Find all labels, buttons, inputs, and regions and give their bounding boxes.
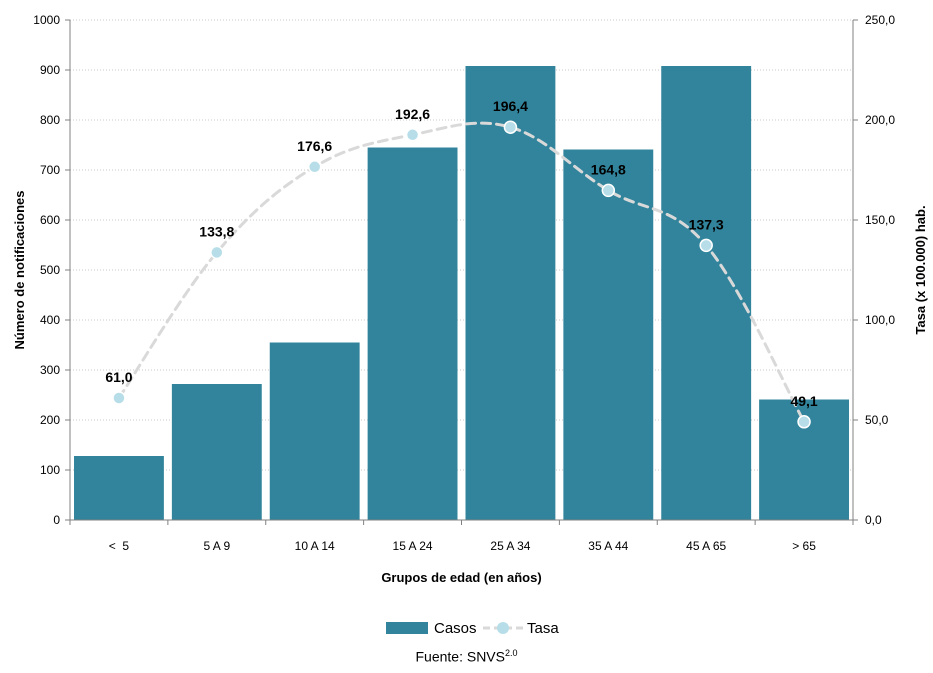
bar-casos <box>171 384 262 520</box>
right-tick-label: 0,0 <box>865 513 882 527</box>
tasa-data-label: 176,6 <box>297 138 332 154</box>
bar-casos <box>74 456 164 520</box>
bar-casos <box>269 342 360 520</box>
left-tick-label: 600 <box>40 213 60 227</box>
right-tick-label: 100,0 <box>865 313 895 327</box>
right-tick-label: 50,0 <box>865 413 889 427</box>
tasa-marker <box>601 183 616 198</box>
legend-tasa-marker <box>497 622 509 634</box>
x-tick-label: 5 A 9 <box>203 539 230 553</box>
x-tick-label: 45 A 65 <box>686 539 726 553</box>
tasa-data-label: 49,1 <box>790 393 817 409</box>
chart-svg: 0 100 200 300 400 500 600 700 800 900 1000 0,0 50,0 1… <box>12 13 928 637</box>
source-version: 2.0 <box>504 648 518 658</box>
tasa-data-label: 192,6 <box>395 106 430 122</box>
legend-casos-label: Casos <box>434 620 477 637</box>
tasa-marker <box>307 160 322 174</box>
left-tick-label: 700 <box>40 163 60 177</box>
tasa-marker <box>797 415 811 429</box>
left-axis-title: Número de notificaciones <box>12 191 27 350</box>
left-tick-label: 200 <box>40 413 60 427</box>
x-tick-label: 15 A 24 <box>393 539 433 553</box>
left-tick-label: 400 <box>40 313 60 327</box>
bar-casos <box>661 66 752 520</box>
x-axis-title: Grupos de edad (en años) <box>381 570 541 585</box>
right-axis-title: Tasa (x 100.000) hab. <box>913 205 928 334</box>
tasa-marker <box>699 238 713 253</box>
left-tick-label: 100 <box>40 463 60 477</box>
x-tick-label: 35 A 44 <box>588 539 628 553</box>
tasa-data-label: 61,0 <box>105 369 132 385</box>
left-tick-label: 1000 <box>33 13 60 27</box>
left-tick-label: 800 <box>40 113 60 127</box>
bar-casos <box>563 149 654 520</box>
x-tick-label: > 65 <box>792 539 816 553</box>
right-tick-label: 150,0 <box>865 213 895 227</box>
tasa-marker <box>112 391 126 405</box>
legend-casos-swatch <box>386 622 428 634</box>
source-note: Fuente: SNVS2.0 <box>0 648 933 665</box>
bar-casos <box>465 66 556 520</box>
left-tick-label: 500 <box>40 263 60 277</box>
x-tick-label: < 5 <box>109 539 130 553</box>
tasa-data-label: 137,3 <box>689 216 724 232</box>
tasa-marker <box>503 120 518 134</box>
tasa-data-label: 196,4 <box>493 98 528 114</box>
tasa-data-label: 164,8 <box>591 161 626 177</box>
bar-casos <box>367 147 458 520</box>
left-tick-label: 300 <box>40 363 60 377</box>
left-tick-label: 900 <box>40 63 60 77</box>
legend-tasa-label: Tasa <box>527 620 559 637</box>
left-tick-label: 0 <box>53 513 60 527</box>
tasa-data-label: 133,8 <box>199 223 234 239</box>
tasa-marker <box>405 128 420 142</box>
tasa-marker <box>210 245 224 260</box>
x-tick-label: 25 A 34 <box>490 539 530 553</box>
right-tick-label: 250,0 <box>865 13 895 27</box>
source-text: Fuente: SNVS <box>415 648 505 665</box>
right-tick-label: 200,0 <box>865 113 895 127</box>
x-tick-label: 10 A 14 <box>295 539 335 553</box>
